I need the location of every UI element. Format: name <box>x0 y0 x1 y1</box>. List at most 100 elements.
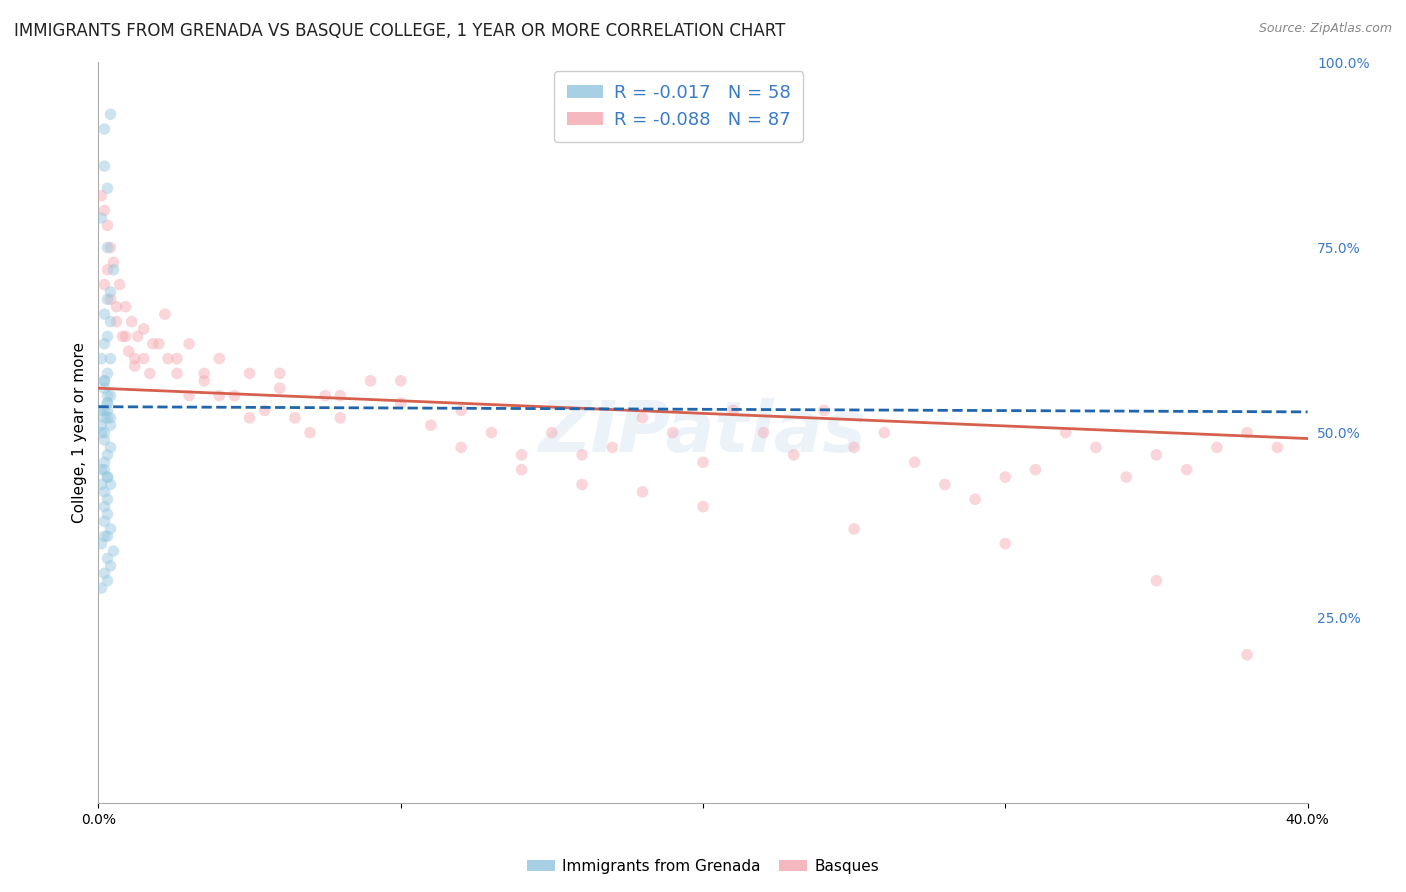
Point <box>96 551 118 566</box>
Point <box>631 410 654 425</box>
Point <box>96 507 118 521</box>
Point <box>105 314 128 328</box>
Point <box>93 515 115 529</box>
Point <box>450 403 472 417</box>
Point <box>1206 441 1229 455</box>
Point <box>93 374 115 388</box>
Text: Source: ZipAtlas.com: Source: ZipAtlas.com <box>1258 22 1392 36</box>
Point <box>93 410 115 425</box>
Point <box>253 403 276 417</box>
Point <box>269 367 291 381</box>
Point <box>93 425 115 440</box>
Point <box>193 374 215 388</box>
Point <box>96 410 118 425</box>
Point <box>96 529 118 543</box>
Point <box>90 581 112 595</box>
Point <box>994 470 1017 484</box>
Point <box>1115 470 1137 484</box>
Point <box>783 448 806 462</box>
Point <box>90 462 112 476</box>
Point <box>103 255 125 269</box>
Point <box>510 462 533 476</box>
Point <box>100 388 122 402</box>
Point <box>93 566 115 581</box>
Point <box>299 425 322 440</box>
Point <box>93 529 115 543</box>
Point <box>692 455 714 469</box>
Point <box>100 522 122 536</box>
Point <box>813 403 835 417</box>
Point <box>904 455 927 469</box>
Point <box>994 536 1017 550</box>
Text: IMMIGRANTS FROM GRENADA VS BASQUE COLLEGE, 1 YEAR OR MORE CORRELATION CHART: IMMIGRANTS FROM GRENADA VS BASQUE COLLEG… <box>14 22 786 40</box>
Point <box>132 322 155 336</box>
Point <box>450 441 472 455</box>
Point <box>100 314 122 328</box>
Point <box>1175 462 1198 476</box>
Point <box>96 448 118 462</box>
Point <box>96 367 118 381</box>
Point <box>314 388 336 402</box>
Point <box>100 477 122 491</box>
Legend: Immigrants from Grenada, Basques: Immigrants from Grenada, Basques <box>522 853 884 880</box>
Point <box>540 425 562 440</box>
Point <box>100 558 122 573</box>
Point <box>132 351 155 366</box>
Point <box>179 336 201 351</box>
Point <box>90 477 112 491</box>
Point <box>121 314 143 328</box>
Point <box>224 388 246 402</box>
Point <box>1054 425 1077 440</box>
Point <box>118 344 141 359</box>
Point <box>96 181 118 195</box>
Point <box>148 336 170 351</box>
Point <box>873 425 896 440</box>
Point <box>139 367 162 381</box>
Legend: R = -0.017   N = 58, R = -0.088   N = 87: R = -0.017 N = 58, R = -0.088 N = 87 <box>554 71 803 142</box>
Point <box>420 418 443 433</box>
Point <box>114 300 136 314</box>
Point <box>571 477 593 491</box>
Point <box>96 396 118 410</box>
Point <box>844 441 866 455</box>
Point <box>965 492 987 507</box>
Point <box>329 388 352 402</box>
Point <box>93 462 115 476</box>
Point <box>1236 648 1258 662</box>
Point <box>1144 574 1167 588</box>
Point <box>93 122 115 136</box>
Point <box>93 403 115 417</box>
Point <box>193 367 215 381</box>
Point <box>105 300 128 314</box>
Point <box>100 240 122 255</box>
Point <box>692 500 714 514</box>
Point <box>208 388 231 402</box>
Point <box>93 307 115 321</box>
Point <box>934 477 956 491</box>
Point <box>90 425 112 440</box>
Point <box>661 425 683 440</box>
Point <box>1267 441 1289 455</box>
Point <box>142 336 165 351</box>
Point <box>96 293 118 307</box>
Point <box>90 351 112 366</box>
Point <box>723 403 745 417</box>
Point <box>284 410 307 425</box>
Point <box>103 544 125 558</box>
Point <box>100 285 122 299</box>
Point <box>269 381 291 395</box>
Point <box>329 410 352 425</box>
Point <box>96 574 118 588</box>
Point <box>93 203 115 218</box>
Point <box>93 336 115 351</box>
Point <box>93 277 115 292</box>
Text: ZIPatlas: ZIPatlas <box>540 398 866 467</box>
Point <box>360 374 382 388</box>
Point <box>124 351 146 366</box>
Point <box>100 293 122 307</box>
Point <box>96 470 118 484</box>
Point <box>153 307 176 321</box>
Point <box>96 240 118 255</box>
Y-axis label: College, 1 year or more: College, 1 year or more <box>72 343 87 523</box>
Point <box>114 329 136 343</box>
